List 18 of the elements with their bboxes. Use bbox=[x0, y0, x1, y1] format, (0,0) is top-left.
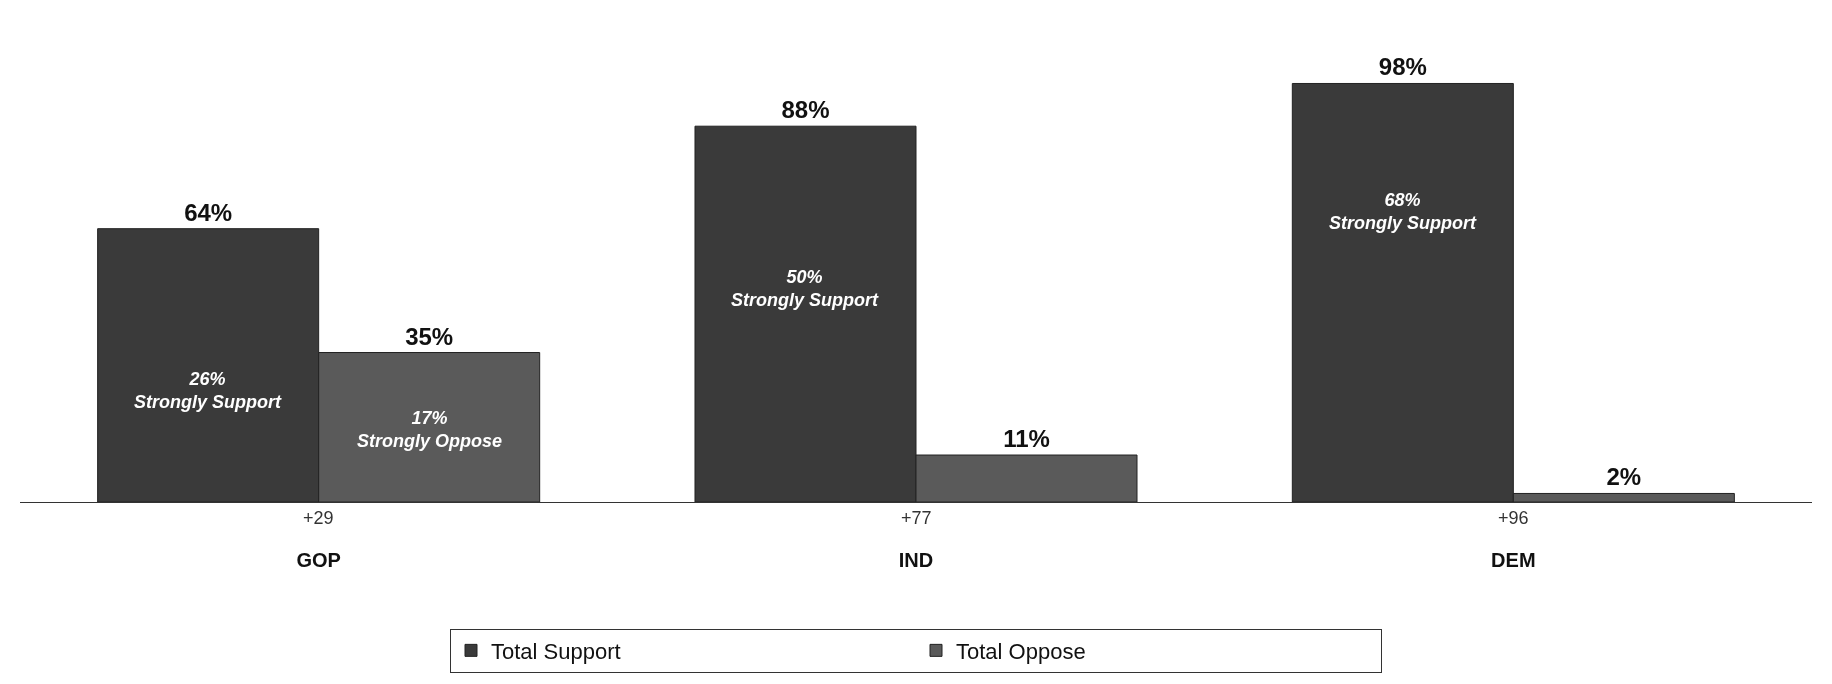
data-label: 35% bbox=[405, 322, 454, 350]
legend-label: Total Oppose bbox=[956, 638, 1086, 664]
legend-label: Total Support bbox=[491, 638, 621, 664]
annotation: 26% Strongly Support bbox=[134, 369, 282, 413]
annotation: 17% Strongly Oppose bbox=[357, 408, 503, 452]
data-label: 64% bbox=[184, 198, 233, 226]
data-label: 2% bbox=[1606, 463, 1642, 491]
data-label: 98% bbox=[1378, 53, 1427, 81]
text: +77 bbox=[901, 508, 932, 528]
annotation: 50% Strongly Support bbox=[731, 267, 879, 311]
x-tick-label: GOP bbox=[296, 549, 341, 571]
text: +29 bbox=[303, 508, 334, 528]
data-label: 88% bbox=[781, 96, 830, 124]
x-tick-label: IND bbox=[898, 549, 934, 571]
text: +96 bbox=[1498, 508, 1529, 528]
annotation: 68% Strongly Support bbox=[1329, 190, 1477, 234]
x-tick-label: DEM bbox=[1491, 549, 1536, 571]
data-label: 11% bbox=[1003, 425, 1050, 453]
